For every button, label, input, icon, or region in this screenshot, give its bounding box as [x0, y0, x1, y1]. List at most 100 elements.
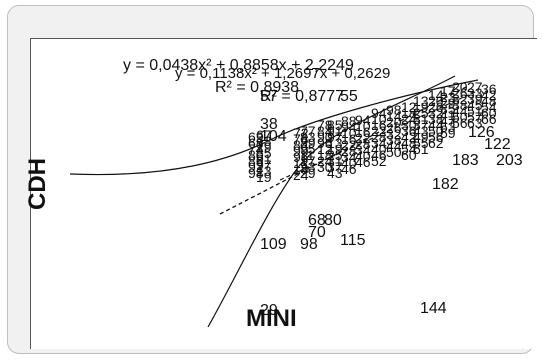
cluster-label: 84 [317, 123, 333, 139]
cluster-label: 56 [428, 129, 444, 145]
point-label: 203 [496, 152, 523, 169]
cluster-label: 51 [467, 103, 483, 119]
cluster-label: 62 [428, 135, 444, 151]
cluster-label: 98 [386, 102, 402, 118]
cluster-label: 46 [355, 154, 371, 170]
x-axis-title: MINI [246, 305, 297, 332]
cluster-label: 84 [293, 137, 309, 153]
trendline-2-equation: y = 0,1138x² + 1,2697x + 0,2629 [175, 65, 391, 82]
cluster-label: 40 [355, 148, 371, 164]
cluster-label: 63 [467, 115, 483, 131]
trendline-2 [207, 75, 456, 328]
cluster-label: 31 [413, 111, 429, 127]
cluster-label: 94 [341, 119, 357, 135]
cluster-label: 16 [371, 117, 387, 133]
cluster-label: 11 [300, 147, 315, 163]
point-label: 57 [260, 88, 278, 105]
cluster-label: 42 [401, 129, 417, 145]
cluster-label: 52 [371, 153, 387, 169]
cluster-label: 26 [386, 120, 402, 136]
cluster-label: 80 [248, 147, 264, 163]
point-label: 144 [420, 300, 447, 317]
cluster-label: 27 [467, 79, 483, 95]
point-label: 55 [340, 88, 358, 105]
cluster-label: 60 [401, 147, 417, 163]
point-label: 115 [340, 232, 366, 249]
cluster-label: 67 [256, 127, 272, 143]
cluster-label: 41 [440, 107, 456, 123]
point-label: 109 [260, 236, 287, 253]
cluster-label: 54 [401, 141, 417, 157]
cluster-label: 46 [341, 161, 357, 177]
cluster-label: 89 [300, 135, 316, 151]
cluster-label: 83 [300, 129, 316, 145]
cluster-label: 90 [317, 129, 333, 145]
cluster-label: 12 [401, 99, 417, 115]
cluster-label: 96 [293, 149, 309, 165]
cluster-label: 16 [341, 131, 357, 147]
cluster-label: 13 [256, 163, 272, 179]
cluster-label: 24 [401, 111, 417, 127]
cluster-label: 50 [428, 123, 444, 139]
cluster-label: 97 [256, 157, 272, 173]
point-label: 98 [300, 236, 318, 253]
cluster-label: 48 [481, 93, 497, 109]
trendline-1 [69, 79, 479, 176]
cluster-label: 19 [256, 169, 272, 185]
cluster-label: 37 [327, 159, 343, 175]
point-label: 29 [260, 302, 278, 319]
cluster-label: 33 [467, 85, 483, 101]
cluster-label: 35 [440, 101, 456, 117]
point-label: 70 [308, 224, 326, 241]
cluster-label: 34 [355, 142, 371, 158]
cluster-label: 40 [341, 155, 357, 171]
cluster-label: 85 [256, 145, 272, 161]
cluster-label: 14 [428, 87, 444, 103]
plot-area [30, 38, 537, 349]
point-label: 182 [432, 176, 459, 193]
cluster-label: 34 [341, 149, 357, 165]
cluster-label: 10 [341, 125, 357, 141]
cluster-label: 25 [413, 105, 429, 121]
trendline-1-r2: R² = 0,8938 [215, 79, 300, 96]
cluster-label: 23 [440, 89, 456, 105]
cluster-label: 16 [355, 124, 371, 140]
cluster-label: 36 [401, 123, 417, 139]
cluster-label: 53 [440, 119, 456, 135]
trendline-linear-dashed-2 [279, 91, 476, 181]
cluster-label: 45 [467, 97, 483, 113]
cluster-label: 29 [300, 165, 316, 181]
cluster-label: 30 [317, 159, 333, 175]
cluster-label: 31 [327, 153, 343, 169]
cluster-label: 19 [413, 99, 429, 115]
cluster-label: 47 [440, 113, 456, 129]
cluster-label: 92 [248, 159, 264, 175]
cluster-label: 18 [317, 147, 333, 163]
cluster-label: 66 [481, 111, 497, 127]
y-axis-title: CDH [24, 158, 51, 210]
cluster-label: 32 [428, 105, 444, 121]
cluster-label: 48 [401, 135, 417, 151]
cluster-label: 37 [413, 117, 429, 133]
cluster-label: 61 [413, 141, 429, 157]
cluster-label: 79 [256, 139, 272, 155]
trendline-1-equation: y = 0,0438x² + 0,8858x + 2,2249 [123, 57, 354, 74]
cluster-layer: 6268748086929867737985919713197278849096… [248, 79, 497, 185]
cluster-label: 39 [467, 91, 483, 107]
cluster-label: 40 [371, 141, 387, 157]
cluster-label: 26 [428, 99, 444, 115]
cluster-label: 43 [413, 123, 429, 139]
cluster-label: 88 [341, 113, 357, 129]
cluster-label: 90 [293, 143, 309, 159]
point-label: 104 [260, 128, 287, 145]
cluster-label: 44 [452, 103, 468, 119]
cluster-label: 43 [327, 165, 343, 181]
cluster-label: 38 [428, 111, 444, 127]
cluster-label: 91 [256, 151, 272, 167]
cluster-label: 44 [386, 138, 402, 154]
cluster-label: 49 [413, 129, 429, 145]
cluster-label: 85 [327, 117, 343, 133]
cluster-label: 24 [317, 153, 333, 169]
cluster-label: 28 [355, 136, 371, 152]
